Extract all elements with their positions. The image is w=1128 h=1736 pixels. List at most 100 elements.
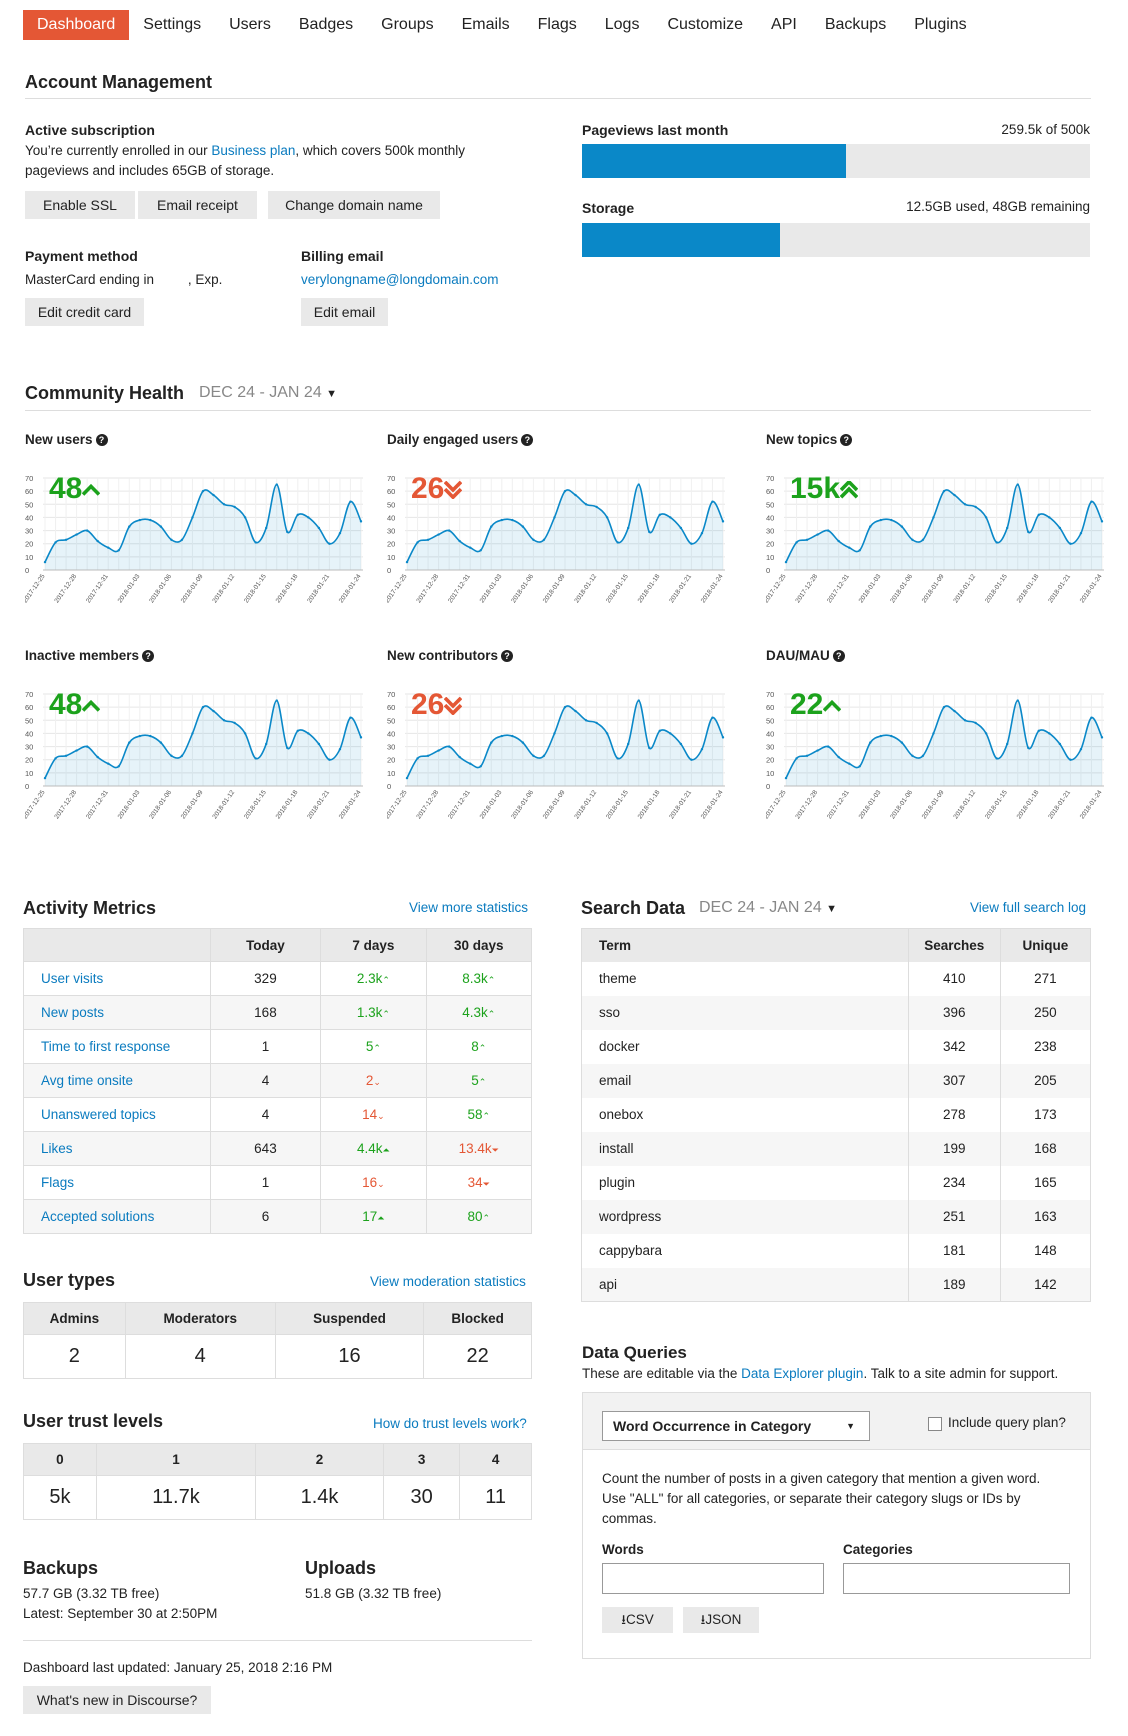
words-label: Words — [602, 1542, 644, 1557]
data-point — [616, 757, 619, 760]
activity-title: Activity Metrics — [23, 898, 157, 918]
metric-7days: 2⌄ — [320, 1063, 427, 1098]
help-icon[interactable]: ? — [142, 650, 155, 662]
x-tick-label: 2018-01-15 — [243, 789, 268, 820]
json-download-button[interactable]: ⭳JSON — [683, 1607, 759, 1633]
data-point — [490, 741, 493, 744]
x-tick-label: 2018-01-12 — [573, 573, 598, 604]
chart-big-value: 22 — [790, 688, 842, 722]
metric-label-link[interactable]: Unanswered topics — [23, 1097, 211, 1132]
nav-item-plugins[interactable]: Plugins — [914, 16, 967, 33]
data-point — [233, 505, 236, 509]
nav-item-backups[interactable]: Backups — [824, 16, 887, 33]
categories-input[interactable] — [843, 1563, 1070, 1594]
column-header: Searches — [908, 928, 1001, 962]
words-input[interactable] — [602, 1563, 824, 1594]
help-icon[interactable]: ? — [501, 650, 514, 662]
help-icon[interactable]: ? — [840, 434, 853, 446]
search-range-picker[interactable]: DEC 24 - JAN 24 ▼ — [699, 899, 838, 916]
data-point — [837, 539, 840, 543]
nav-item-dashboard[interactable]: Dashboard — [23, 10, 130, 40]
unique-count: 205 — [1000, 1063, 1092, 1098]
nav-item-badges[interactable]: Badges — [298, 16, 354, 33]
data-point — [690, 758, 693, 761]
data-point — [447, 745, 451, 748]
divider — [25, 98, 1091, 99]
metric-label-link[interactable]: User visits — [23, 961, 211, 996]
metric-today: 1 — [209, 1029, 322, 1064]
x-tick-label: 2018-01-03 — [117, 573, 142, 604]
data-point — [953, 709, 956, 713]
view-moderation-statistics-link[interactable]: View moderation statistics — [370, 1274, 526, 1289]
x-tick-label: 2018-01-09 — [180, 573, 205, 604]
metric-label-link[interactable]: New posts — [23, 995, 211, 1030]
x-tick-label: 2018-01-18 — [637, 789, 662, 820]
whats-new-button[interactable]: What's new in Discourse? — [23, 1686, 211, 1714]
data-explorer-link[interactable]: Data Explorer plugin — [741, 1366, 864, 1381]
x-tick-label: 2018-01-21 — [306, 789, 331, 820]
change-domain-button[interactable]: Change domain name — [268, 191, 440, 219]
nav-item-api[interactable]: API — [771, 16, 797, 33]
data-point — [1100, 736, 1104, 739]
data-point — [405, 776, 409, 780]
help-icon[interactable]: ? — [832, 650, 845, 662]
data-point — [338, 532, 342, 535]
y-tick-label: 70 — [387, 474, 395, 483]
search-term: onebox — [581, 1097, 909, 1132]
health-range-picker[interactable]: DEC 24 - JAN 24 ▼ — [199, 384, 338, 401]
metric-label-link[interactable]: Avg time onsite — [23, 1063, 211, 1098]
data-point — [826, 529, 830, 532]
trust-levels-help-link[interactable]: How do trust levels work? — [373, 1416, 527, 1431]
x-tick-label: 2018-01-06 — [510, 789, 535, 820]
edit-credit-card-button[interactable]: Edit credit card — [25, 298, 144, 326]
data-point — [170, 754, 173, 757]
nav-item-users[interactable]: Users — [229, 16, 271, 33]
billing-email-link[interactable]: verylongname@longdomain.com — [301, 272, 499, 287]
data-point — [595, 505, 598, 509]
enable-ssl-button[interactable]: Enable SSL — [25, 191, 135, 219]
metric-label-link[interactable]: Time to first response — [23, 1029, 211, 1064]
nav-item-logs[interactable]: Logs — [604, 16, 640, 33]
data-point — [648, 746, 651, 750]
trust-level-count: 30 — [382, 1475, 461, 1520]
chart-title: New users? — [25, 432, 108, 447]
metric-today: 1 — [209, 1165, 322, 1200]
data-point — [795, 541, 798, 544]
edit-email-button[interactable]: Edit email — [301, 298, 388, 326]
search-count: 251 — [908, 1199, 1001, 1234]
data-point — [521, 741, 525, 744]
csv-download-button[interactable]: ⭳CSV — [602, 1607, 673, 1633]
help-icon[interactable]: ? — [521, 434, 534, 446]
table-row: onebox 278 173 — [581, 1097, 1092, 1132]
data-point — [837, 755, 840, 759]
y-tick-label: 30 — [766, 527, 774, 536]
data-point — [265, 742, 268, 746]
view-full-search-log-link[interactable]: View full search log — [970, 900, 1087, 915]
view-more-statistics-link[interactable]: View more statistics — [409, 900, 529, 915]
nav-item-flags[interactable]: Flags — [537, 16, 577, 33]
email-receipt-button[interactable]: Email receipt — [138, 191, 257, 219]
query-panel: Word Occurrence in Category ▼ Include qu… — [582, 1392, 1091, 1659]
help-icon[interactable]: ? — [95, 434, 108, 446]
activity-header-row: Today 7 days 30 days — [23, 928, 533, 962]
nav-item-groups[interactable]: Groups — [381, 16, 434, 33]
data-point — [426, 538, 430, 541]
metric-label-link[interactable]: Accepted solutions — [23, 1199, 211, 1234]
x-tick-label: 2017-12-28 — [53, 789, 78, 820]
x-tick-label: 2018-01-09 — [921, 789, 946, 820]
series-area — [45, 700, 361, 786]
metric-label-link[interactable]: Flags — [23, 1165, 211, 1200]
include-plan-checkbox[interactable] — [928, 1417, 942, 1431]
query-select[interactable]: Word Occurrence in Category ▼ — [602, 1411, 870, 1441]
metric-label-link[interactable]: Likes — [23, 1131, 211, 1166]
metric-7days: 4.4k⏶ — [320, 1131, 427, 1166]
unique-count: 142 — [1000, 1267, 1092, 1302]
storage-bar — [582, 223, 1090, 257]
business-plan-link[interactable]: Business plan — [211, 143, 296, 158]
nav-item-customize[interactable]: Customize — [667, 16, 744, 33]
nav-item-settings[interactable]: Settings — [143, 16, 202, 33]
x-tick-label: 2018-01-18 — [1016, 789, 1041, 820]
data-point — [584, 719, 588, 722]
nav-item-emails[interactable]: Emails — [461, 16, 510, 33]
data-point — [542, 538, 546, 541]
